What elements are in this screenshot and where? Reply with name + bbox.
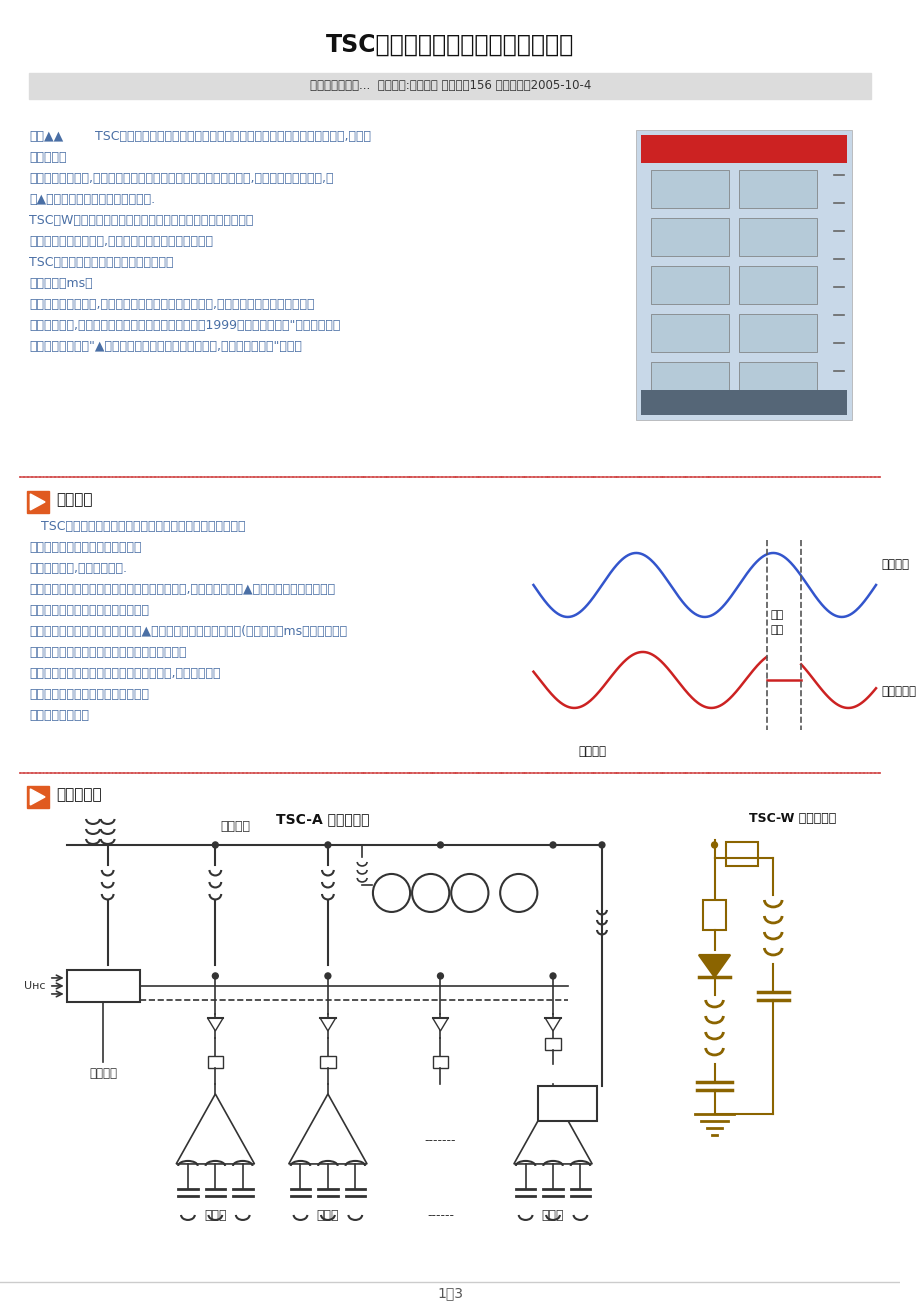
Text: 系统电压: 系统电压 — [880, 559, 908, 572]
Circle shape — [412, 874, 448, 911]
Text: 载能力等功能,是无功功率补偿领域的更新换代产品。1999年，该产品荣获"国家级优秀新: 载能力等功能,是无功功率补偿领域的更新换代产品。1999年，该产品荣获"国家级优… — [29, 319, 340, 332]
Polygon shape — [698, 954, 730, 976]
Text: 产品奖２００２，"▲年，在全国同行业十佳品牌调查中,荣获：第一品牌"称号。: 产品奖２００２，"▲年，在全国同行业十佳品牌调查中,荣获：第一品牌"称号。 — [29, 340, 302, 353]
Circle shape — [500, 874, 537, 911]
Text: TSC系列可控硅动态无功功率补偿器采用全智能控制，由控: TSC系列可控硅动态无功功率补偿器采用全智能控制，由控 — [29, 519, 245, 533]
Text: 投入时刻: 投入时刻 — [577, 745, 606, 758]
Bar — [208, 1056, 223, 1068]
Bar — [545, 1038, 561, 1049]
Text: 因数始终满足设定要求。整个测量▲执行过程在一个周波内完成(时间〈２０ms），控制器确: 因数始终满足设定要求。整个测量▲执行过程在一个周波内完成(时间〈２０ms），控制… — [29, 625, 347, 638]
Text: 时刻: 时刻 — [770, 625, 783, 635]
Bar — [651, 266, 729, 303]
Text: TSC－W型补偿器采用的三相独立控制技术解决了三相不平衡冲: TSC－W型补偿器采用的三相独立控制技术解决了三相不平衡冲 — [29, 214, 254, 227]
Bar — [432, 1056, 448, 1068]
Circle shape — [450, 874, 488, 911]
Text: 原理接线图: 原理接线图 — [56, 786, 101, 802]
Text: TSC系列可控硅动态无功功率补偿器: TSC系列可控硅动态无功功率补偿器 — [325, 33, 573, 57]
Text: 系统电网: 系统电网 — [220, 820, 250, 833]
Bar — [641, 391, 845, 415]
Text: TSC-W 原理接线线: TSC-W 原理接线线 — [748, 812, 835, 825]
Text: 控制器: 控制器 — [93, 979, 114, 992]
Text: （小于２０ms）: （小于２０ms） — [29, 277, 93, 290]
Polygon shape — [514, 1094, 592, 1164]
Bar — [738, 266, 816, 303]
Bar — [738, 171, 816, 208]
Text: IC: IC — [464, 888, 474, 898]
Circle shape — [372, 874, 410, 911]
Text: 投切不同组数的电容器，以保证功率: 投切不同组数的电容器，以保证功率 — [29, 604, 149, 617]
Bar — [29, 73, 870, 99]
Text: 切除: 切除 — [770, 609, 783, 620]
Polygon shape — [30, 789, 45, 805]
Text: 第六组: 第六组 — [541, 1210, 563, 1223]
Circle shape — [437, 842, 443, 848]
Text: 控制器实时跟踪测量负荷的功率因数，无功电流,与预先设定的给▲定值进行比较，动态控制: 控制器实时跟踪测量负荷的功率因数，无功电流,与预先设定的给▲定值进行比较，动态控… — [29, 583, 335, 596]
Text: 信号反馈: 信号反馈 — [89, 1066, 117, 1079]
Circle shape — [212, 973, 218, 979]
Text: 容器，电抗器,保护元件组成.: 容器，电抗器,保护元件组成. — [29, 562, 127, 575]
Text: 负载: 负载 — [560, 1141, 574, 1154]
Circle shape — [324, 973, 331, 979]
Text: 保可控硅过零触发。确保投切电容无冲击，无涌: 保可控硅过零触发。确保投切电容无冲击，无涌 — [29, 646, 187, 659]
Bar — [636, 130, 851, 421]
Text: Uнс: Uнс — [24, 980, 45, 991]
Circle shape — [598, 842, 605, 848]
Text: IB: IB — [425, 888, 435, 898]
Bar — [651, 171, 729, 208]
Text: 击负荷补偿的技术难题,属国内首创，填补了国内空白。: 击负荷补偿的技术难题,属国内首创，填补了国内空白。 — [29, 234, 213, 247]
Circle shape — [550, 973, 555, 979]
Text: TSC系列可控硅动态无功功率补偿器采用大功率可控硅组成的无触点开关,对多级: TSC系列可控硅动态无功功率补偿器采用大功率可控硅组成的无触点开关,对多级 — [83, 130, 370, 143]
Circle shape — [212, 842, 218, 848]
Text: W: W — [732, 846, 750, 862]
Bar — [702, 900, 725, 930]
Bar — [738, 362, 816, 400]
Text: 作者：哈尔滨工...  文章来源:本站原创 点击数：156 更新时间：2005-10-4: 作者：哈尔滨工... 文章来源:本站原创 点击数：156 更新时间：2005-1… — [309, 79, 590, 92]
Text: TSC-A 原理接线图: TSC-A 原理接线图 — [276, 812, 369, 825]
Polygon shape — [208, 1018, 223, 1031]
Text: TSC动态无功功率补偿器动态响应速度快: TSC动态无功功率补偿器动态响应速度快 — [29, 256, 174, 270]
Bar — [538, 1086, 596, 1121]
Circle shape — [550, 842, 555, 848]
Bar — [725, 842, 756, 866]
Text: 各▲种负荷均能起到良好的补偿效果.: 各▲种负荷均能起到良好的补偿效果. — [29, 193, 155, 206]
Text: 概述▲▲: 概述▲▲ — [29, 130, 63, 143]
Text: 电容器电流: 电容器电流 — [880, 685, 915, 698]
Bar — [738, 314, 816, 352]
Text: 负载: 负载 — [560, 1096, 574, 1109]
Text: 自身固有的缺陷。: 自身固有的缺陷。 — [29, 710, 89, 723]
Bar — [651, 314, 729, 352]
Text: 电容器组进: 电容器组进 — [29, 151, 67, 164]
Bar — [651, 362, 729, 400]
Text: ------: ------ — [426, 1210, 453, 1223]
Polygon shape — [176, 1094, 255, 1164]
Circle shape — [324, 842, 331, 848]
Bar — [28, 491, 49, 513]
Text: 行快速无过渡投切,克服了传统无功功率补偿器因采用机械触点烧损,对电容冲击大等缺点,对: 行快速无过渡投切,克服了传统无功功率补偿器因采用机械触点烧损,对电容冲击大等缺点… — [29, 172, 334, 185]
Polygon shape — [289, 1094, 367, 1164]
Text: 制器，双向可控硅，放电电阻，电: 制器，双向可控硅，放电电阻，电 — [29, 540, 142, 553]
Bar — [651, 217, 729, 256]
Text: COSφ: COSφ — [505, 888, 532, 898]
Circle shape — [710, 842, 717, 848]
Bar — [641, 135, 845, 163]
Bar — [738, 217, 816, 256]
Bar — [320, 1056, 335, 1068]
Bar — [66, 970, 140, 1003]
Text: 流，无过渡过程。既动态快速跟踪负荷变化,又克服了传统: 流，无过渡过程。既动态快速跟踪负荷变化,又克服了传统 — [29, 667, 221, 680]
Polygon shape — [320, 1018, 335, 1031]
Text: IA: IA — [386, 888, 396, 898]
Text: 第二组: 第二组 — [316, 1210, 339, 1223]
Polygon shape — [432, 1018, 448, 1031]
Bar — [28, 786, 49, 809]
Text: -------: ------- — [425, 1134, 456, 1147]
Polygon shape — [30, 493, 45, 510]
Polygon shape — [545, 1018, 561, 1031]
Circle shape — [437, 973, 443, 979]
Text: 1／3: 1／3 — [437, 1286, 463, 1299]
Text: 工作原理: 工作原理 — [56, 492, 92, 506]
Text: 第一组: 第一组 — [204, 1210, 226, 1223]
Text: 无功补偿器对电容器所产生的危害和: 无功补偿器对电容器所产生的危害和 — [29, 687, 149, 700]
Text: ，节能降耗效果显著,动态补偿功率因数，具有降低损耗,稳定负载电压，增加变压器带: ，节能降耗效果显著,动态补偿功率因数，具有降低损耗,稳定负载电压，增加变压器带 — [29, 298, 314, 311]
